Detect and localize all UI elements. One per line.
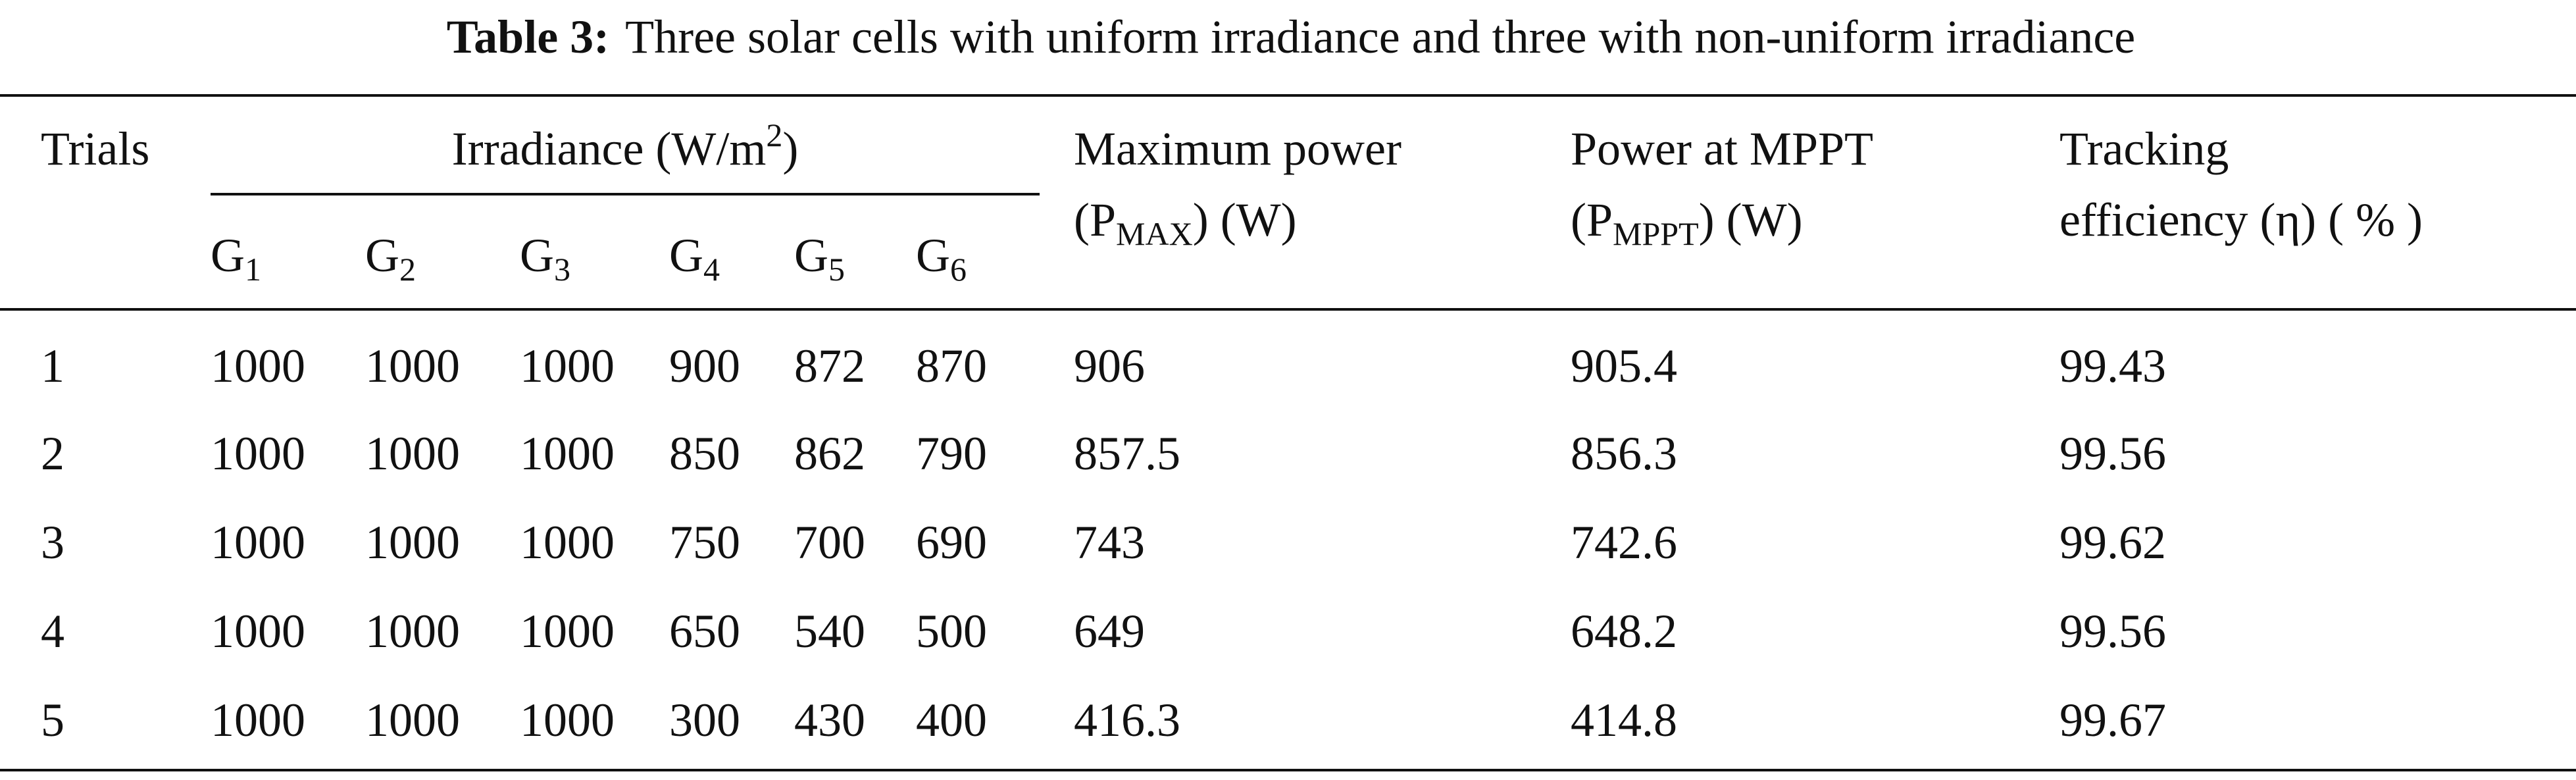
table-cell: 1000 [365,605,460,658]
table-cell: 1000 [211,516,305,569]
caption-label: Table 3: [447,11,609,63]
table-cell: 700 [794,516,865,569]
table-cell: 857.5 [1074,427,1180,480]
table-cell: 4 [41,605,64,658]
table-cell: 648.2 [1571,605,1677,658]
header-text: G [669,229,703,282]
subscript: 6 [950,251,967,288]
table-cell: 300 [669,694,740,746]
table-cell: 416.3 [1074,694,1180,746]
table-cell: 99.43 [2059,340,2166,392]
header-text: Irradiance (W/m [452,122,767,175]
table-cell: 99.56 [2059,427,2166,480]
header-text: G [211,229,245,282]
subscript: 1 [245,251,261,288]
table-cell: 1000 [365,694,460,746]
header-g: G2 [365,229,416,288]
table-cell: 870 [916,340,987,392]
table-cell: 1 [41,340,64,392]
header-text: G [365,229,399,282]
subscript: 3 [554,251,570,288]
table-cell: 856.3 [1571,427,1677,480]
table-cell: 1000 [520,427,615,480]
table-cell: 906 [1074,340,1145,392]
table-cell: 750 [669,516,740,569]
header-text: (P [1571,194,1613,246]
table-cell: 862 [794,427,865,480]
header-power-mppt: Power at MPPT [1571,122,1873,175]
table-cell: 790 [916,427,987,480]
table-cell: 1000 [520,605,615,658]
table-cell: 99.56 [2059,605,2166,658]
table-cell: 2 [41,427,64,480]
header-text: (P [1074,194,1116,246]
table-cell: 850 [669,427,740,480]
table-cell: 99.62 [2059,516,2166,569]
table-cell: 3 [41,516,64,569]
table-cell: 649 [1074,605,1145,658]
table-cell: 1000 [520,340,615,392]
table-cell: 1000 [211,340,305,392]
table-cell: 400 [916,694,987,746]
table-cell: 540 [794,605,865,658]
header-text: ) (W) [1699,194,1803,246]
table-cell: 99.67 [2059,694,2166,746]
table-cell: 430 [794,694,865,746]
subscript: MPPT [1613,215,1699,252]
header-g: G6 [916,229,967,288]
header-g: G4 [669,229,720,288]
table-cell: 690 [916,516,987,569]
table-cell: 1000 [211,605,305,658]
header-text: ) [782,122,798,175]
subscript: MAX [1116,215,1193,252]
header-text: G [520,229,554,282]
header-text: ) (W) [1193,194,1297,246]
table-caption: Table 3: Three solar cells with uniform i… [447,11,2136,63]
header-text: G [916,229,950,282]
header-max-power: Maximum power [1074,122,1402,175]
table-cell: 1000 [520,516,615,569]
table-cell: 5 [41,694,64,746]
header-g: G5 [794,229,845,288]
subscript: 5 [828,251,845,288]
header-g: G3 [520,229,570,288]
caption-text: Three solar cells with uniform irradianc… [625,11,2135,63]
header-g: G1 [211,229,261,288]
table-cell: 1000 [520,694,615,746]
subscript: 4 [703,251,720,288]
table-cell: 500 [916,605,987,658]
header-max-power-unit: (PMAX) (W) [1074,194,1297,252]
header-efficiency: efficiency (η) ( % ) [2059,194,2423,246]
header-trials: Trials [41,122,149,175]
superscript: 2 [766,117,782,153]
table-cell: 1000 [211,427,305,480]
table-cell: 1000 [365,427,460,480]
table-cell: 650 [669,605,740,658]
table-cell: 872 [794,340,865,392]
table-cell: 1000 [365,340,460,392]
table-cell: 905.4 [1571,340,1677,392]
table-cell: 743 [1074,516,1145,569]
table-cell: 900 [669,340,740,392]
table-cell: 1000 [211,694,305,746]
header-text: G [794,229,828,282]
header-irradiance: Irradiance (W/m2) [452,117,799,175]
header-efficiency: Tracking [2059,122,2229,175]
table-cell: 742.6 [1571,516,1677,569]
subscript: 2 [399,251,416,288]
table-cell: 1000 [365,516,460,569]
table-cell: 414.8 [1571,694,1677,746]
header-power-mppt-unit: (PMPPT) (W) [1571,194,1803,252]
